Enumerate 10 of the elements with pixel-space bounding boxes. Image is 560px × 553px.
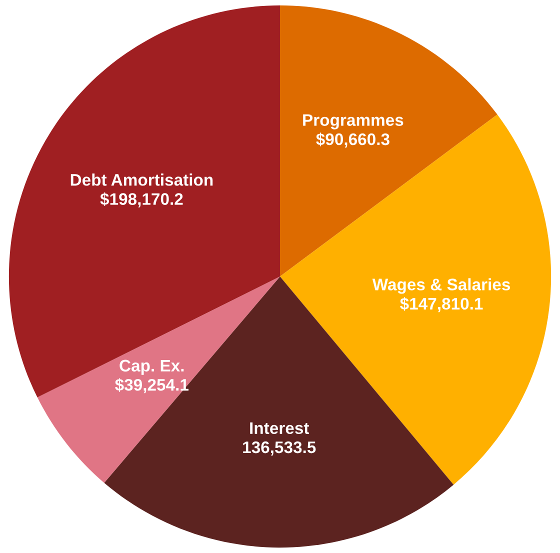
data-label: $198,170.2 [100, 192, 183, 208]
slice-label: Wages & Salaries [372, 278, 510, 294]
data-label: $39,254.1 [115, 378, 188, 394]
slice-label: Cap. Ex. [120, 360, 184, 375]
slice-label: Interest [250, 422, 310, 434]
slice-label: Debt Amortisation [70, 174, 213, 186]
data-label: $147,810.1 [400, 297, 483, 312]
data-label: 136,533.5 [243, 441, 316, 456]
slice-label: Programmes [303, 114, 404, 130]
data-label: $90,660.3 [316, 132, 390, 148]
